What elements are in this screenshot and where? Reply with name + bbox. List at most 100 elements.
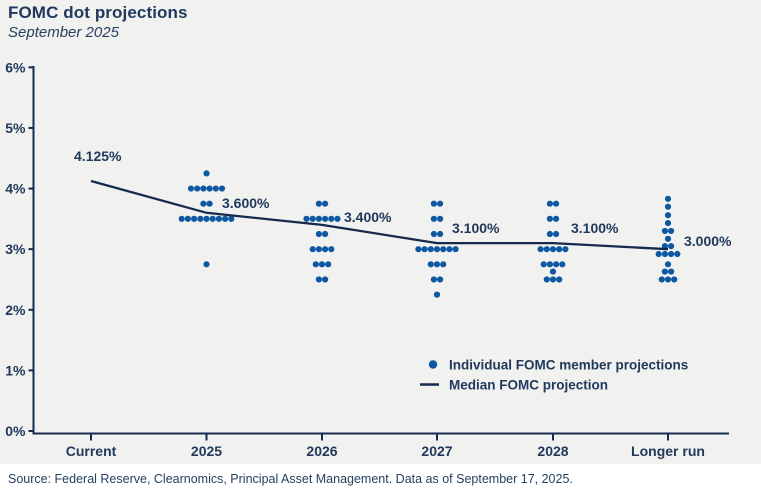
fomc-dot [437,215,444,222]
x-tick-label: 2025 [191,443,222,459]
fomc-dot [318,261,326,268]
x-tick-label: 2028 [537,443,568,459]
fomc-dot [452,246,459,253]
median-value-label: 3.400% [344,209,392,225]
fomc-dot [440,246,447,253]
median-line [90,179,669,251]
chart-background [0,0,761,464]
fomc-dot [437,230,444,238]
fomc-dot [553,230,560,238]
fomc-dot [664,276,672,283]
fomc-dot [322,230,329,238]
fomc-dot [430,230,437,238]
fomc-dot [325,261,332,268]
fomc-dot [194,185,201,192]
fomc-dot [671,276,678,283]
legend-line-label: Median FOMC projection [449,378,608,393]
fomc-dot [664,203,672,210]
y-tick-label: 4% [5,181,26,197]
fomc-dot [315,276,322,283]
fomc-dot [197,215,204,222]
fomc-dot [206,185,213,192]
fomc-dot [206,200,213,207]
fomc-dot [440,261,447,268]
fomc-dot [664,261,672,268]
fomc-dot [543,246,550,253]
fomc-dot [674,250,681,258]
fomc-dot [446,246,453,253]
fomc-dot [664,212,672,219]
fomc-dot [430,200,437,207]
fomc-dot [178,215,185,222]
chart-subtitle: September 2025 [8,24,119,41]
fomc-dot [430,215,437,222]
legend-dot-marker [428,360,438,369]
fomc-dot [328,246,335,253]
fomc-dot [315,200,322,207]
fomc-dot [661,243,669,250]
fomc-dot [222,215,229,222]
fomc-dot [553,200,560,207]
fomc-dot [203,215,210,222]
fomc-dot [664,235,672,242]
fomc-dot [315,246,322,253]
fomc-dot [191,215,198,222]
fomc-dot [315,215,322,222]
fomc-dot [322,200,329,207]
fomc-dot [664,195,672,202]
fomc-dot [184,215,191,222]
fomc-dot [322,215,329,222]
fomc-dot [430,276,437,283]
median-value-label: 3.600% [222,195,270,211]
fomc-dot [661,250,669,258]
fomc-dot [309,215,316,222]
fomc-dot [549,246,557,253]
fomc-dot [661,227,669,235]
fomc-dot [312,261,319,268]
x-tick-label: 2027 [421,443,452,459]
chart-legend: Individual FOMC member projections Media… [420,358,688,393]
fomc-dot [543,276,550,283]
fomc-dot [546,200,554,207]
fomc-dot [334,215,341,222]
fomc-dot [187,185,195,192]
y-tick-label: 0% [5,423,26,439]
fomc-dot [540,261,547,268]
fomc-dot [546,215,554,222]
fomc-dot [546,230,554,238]
fomc-dot [559,261,566,268]
fomc-dot [668,227,675,235]
fomc-dot [322,246,329,253]
fomc-dot [549,276,557,283]
source-note: Source: Federal Reserve, Clearnomics, Pr… [8,472,753,486]
x-tick-label: 2026 [306,443,337,459]
fomc-dot [215,215,222,222]
fomc-dot [658,276,665,283]
fomc-dot [328,215,335,222]
fomc-dot [203,261,210,268]
median-value-label: 3.000% [684,233,732,249]
fomc-dot [218,185,226,192]
fomc-dot [309,246,316,253]
y-tick-label: 1% [5,362,26,378]
fomc-dot [553,215,560,222]
fomc-dot [200,200,207,207]
fomc-dot [203,170,210,177]
fomc-dot [427,246,434,253]
fomc-dot [562,246,569,253]
fomc-dot [556,246,563,253]
fomc-dot [668,250,675,258]
fomc-dot [421,246,428,253]
fomc-dot [209,215,216,222]
fomc-dot [303,215,310,222]
fomc-dot [553,261,560,268]
fomc-dot [661,268,669,275]
fomc-dot [315,230,322,238]
median-value-label: 3.100% [452,220,500,236]
fomc-dot [668,268,675,275]
fomc-dot [668,243,675,250]
x-tick-label: Current [66,443,117,459]
fomc-dot [433,291,441,298]
fomc-dot [433,246,441,253]
